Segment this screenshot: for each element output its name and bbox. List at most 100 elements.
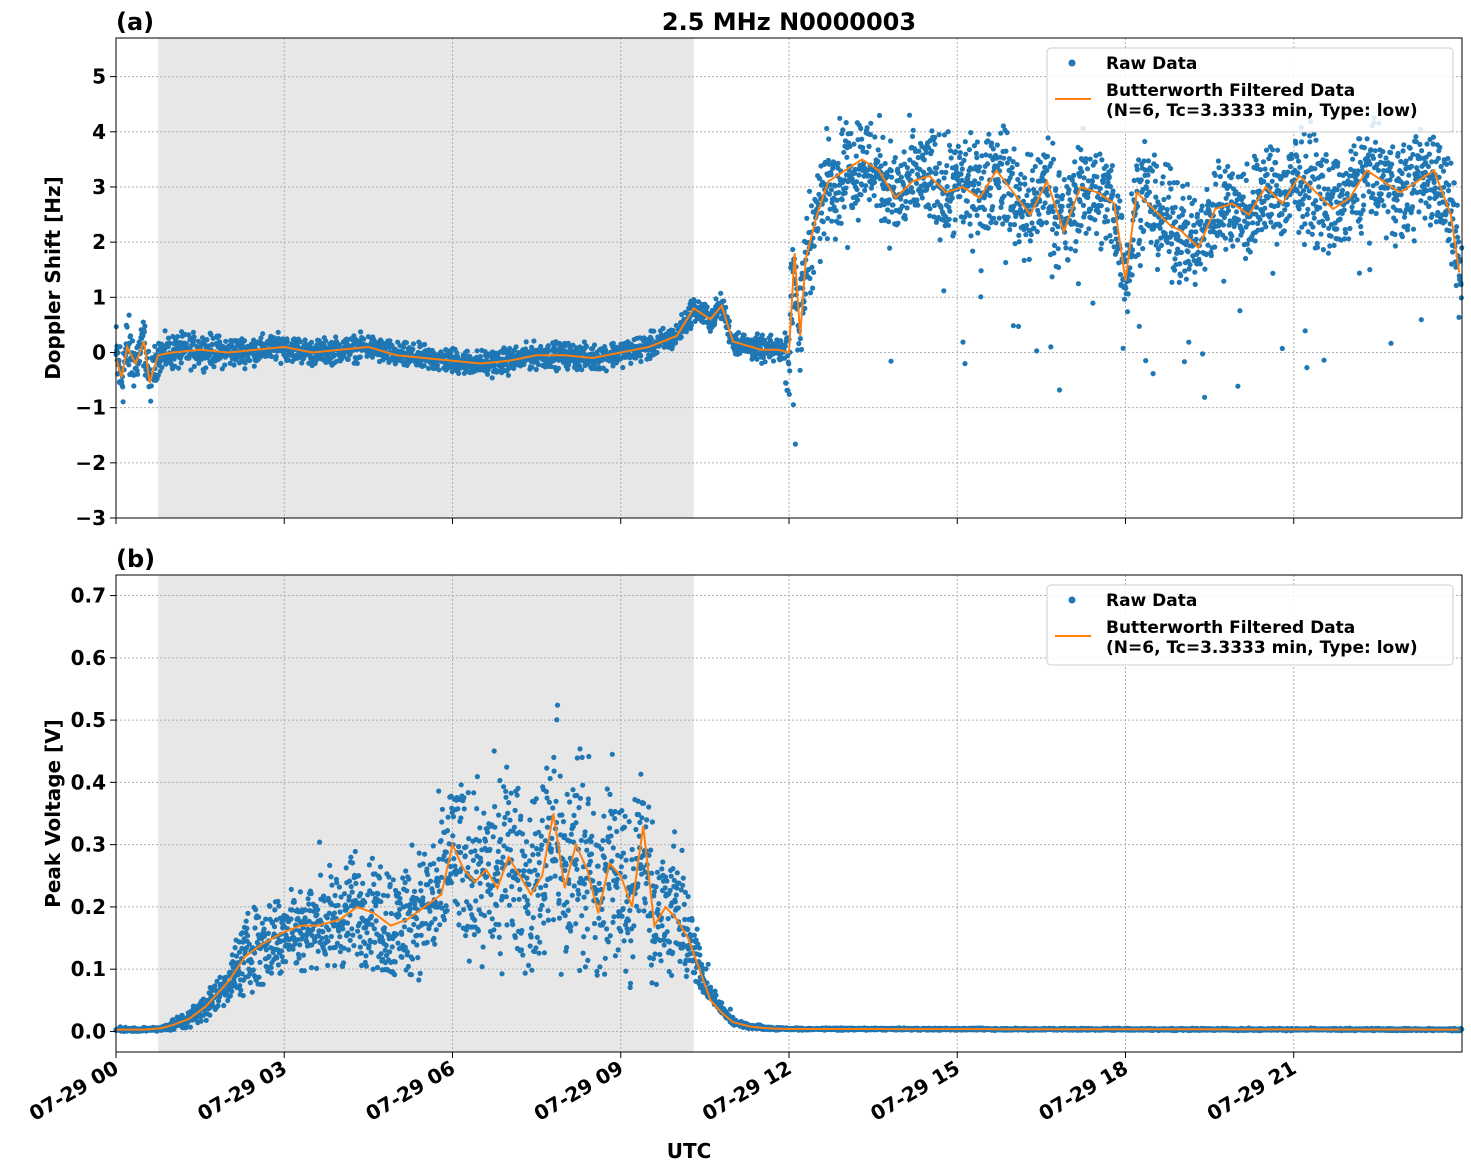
- raw-data-point: [1383, 235, 1389, 241]
- raw-data-point: [1247, 249, 1253, 255]
- raw-data-point: [416, 977, 422, 983]
- raw-data-point: [1065, 257, 1071, 263]
- raw-data-point: [1304, 211, 1310, 217]
- raw-data-point: [1135, 252, 1141, 258]
- raw-data-point: [334, 880, 340, 886]
- raw-data-point: [961, 157, 967, 163]
- raw-data-point: [1075, 281, 1081, 287]
- raw-data-point: [183, 341, 189, 347]
- raw-data-point: [976, 164, 983, 170]
- raw-data-point: [1446, 182, 1452, 188]
- raw-data-point: [418, 888, 424, 894]
- raw-data-point: [405, 963, 411, 970]
- raw-data-point: [1187, 262, 1193, 268]
- raw-data-point: [250, 967, 256, 973]
- raw-data-point: [962, 361, 968, 367]
- raw-data-point: [368, 949, 374, 955]
- raw-data-point: [821, 231, 827, 237]
- raw-data-point: [1394, 197, 1400, 203]
- raw-data-point: [1393, 218, 1399, 224]
- raw-data-point: [859, 136, 865, 142]
- raw-data-point: [545, 343, 552, 349]
- raw-data-point: [1312, 166, 1318, 172]
- raw-data-point: [348, 854, 354, 860]
- y-tick-label: 1: [92, 285, 106, 309]
- raw-data-point: [975, 230, 981, 236]
- raw-data-point: [371, 881, 377, 888]
- raw-data-point: [1426, 151, 1432, 157]
- raw-data-point: [247, 357, 253, 364]
- raw-data-point: [290, 946, 296, 952]
- y-tick-label: 5: [92, 65, 106, 89]
- raw-data-point: [1124, 309, 1131, 315]
- raw-data-point: [1051, 250, 1057, 256]
- raw-data-point: [332, 352, 338, 358]
- raw-data-point: [1004, 130, 1010, 136]
- raw-data-point: [399, 954, 405, 960]
- raw-data-point: [335, 902, 341, 908]
- raw-data-point: [1442, 218, 1448, 224]
- raw-data-point: [1213, 181, 1219, 187]
- raw-data-point: [1244, 161, 1250, 167]
- raw-data-point: [346, 893, 352, 900]
- raw-data-point: [1316, 184, 1322, 190]
- raw-data-point: [1448, 160, 1454, 166]
- raw-data-point: [1361, 145, 1367, 151]
- raw-data-point: [951, 230, 957, 236]
- raw-data-point: [408, 927, 414, 933]
- raw-data-point: [1003, 148, 1009, 154]
- raw-data-point: [1216, 165, 1222, 171]
- raw-data-point: [1083, 156, 1089, 162]
- y-axis-label-a: Doppler Shift [Hz]: [41, 176, 65, 380]
- raw-data-point: [165, 335, 172, 341]
- raw-data-point: [1053, 186, 1059, 192]
- raw-data-point: [1454, 224, 1460, 230]
- raw-data-point: [327, 862, 333, 869]
- raw-data-point: [1419, 148, 1425, 154]
- raw-data-point: [993, 220, 999, 226]
- raw-data-point: [863, 183, 869, 189]
- raw-data-point: [279, 954, 285, 960]
- raw-data-point: [840, 127, 846, 133]
- raw-data-point: [579, 367, 585, 373]
- raw-data-point: [1141, 228, 1147, 234]
- raw-data-point: [1305, 206, 1311, 212]
- raw-data-point: [357, 354, 363, 360]
- raw-data-point: [1202, 394, 1208, 400]
- raw-data-point: [786, 361, 792, 367]
- raw-data-point: [952, 217, 958, 223]
- raw-data-point: [291, 899, 297, 905]
- raw-data-point: [1200, 351, 1206, 357]
- raw-data-point: [817, 235, 823, 242]
- raw-data-point: [932, 141, 938, 147]
- raw-data-point: [638, 358, 644, 365]
- raw-data-point: [324, 915, 330, 921]
- raw-data-point: [1243, 177, 1249, 183]
- raw-data-point: [1349, 204, 1355, 210]
- raw-data-point: [1368, 147, 1374, 153]
- raw-data-point: [1277, 223, 1283, 229]
- raw-data-point: [1450, 249, 1456, 255]
- raw-data-point: [1055, 246, 1061, 252]
- raw-data-point: [1115, 193, 1121, 199]
- raw-data-point: [1446, 236, 1452, 242]
- raw-data-point: [981, 169, 987, 175]
- raw-data-point: [1043, 220, 1049, 226]
- raw-data-point: [1250, 189, 1256, 195]
- raw-data-point: [1161, 196, 1167, 203]
- raw-data-point: [989, 140, 995, 146]
- raw-data-point: [1344, 191, 1350, 197]
- raw-data-point: [906, 112, 913, 118]
- raw-data-point: [456, 370, 462, 376]
- raw-data-point: [603, 368, 609, 374]
- raw-data-point: [1361, 202, 1367, 208]
- raw-data-point: [1296, 206, 1302, 212]
- raw-data-point: [1263, 224, 1269, 230]
- raw-data-point: [358, 950, 364, 956]
- raw-data-point: [1432, 185, 1438, 191]
- raw-data-point: [1073, 239, 1079, 245]
- raw-data-point: [836, 214, 842, 220]
- raw-data-point: [115, 350, 121, 356]
- raw-data-point: [792, 441, 799, 447]
